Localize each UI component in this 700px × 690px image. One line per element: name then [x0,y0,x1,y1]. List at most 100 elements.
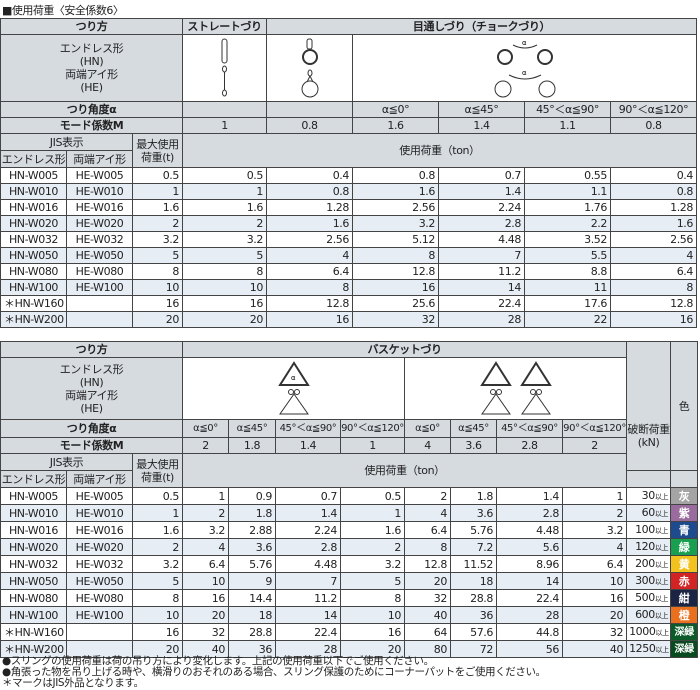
color-swatch: 深緑 [670,623,699,641]
load-value: 6.4 [266,263,353,280]
angle-cell: 90°＜α≦120° [340,419,405,438]
load-value: 3.52 [524,231,611,248]
load-value: 5.76 [228,555,276,573]
load-value: 0.7 [438,167,525,184]
load-value: 40 [561,640,628,658]
load-value: 20 [561,606,628,624]
mode-label: モード係数M [0,117,183,134]
svg-text:α: α [522,69,527,77]
break-value: 30 [641,488,656,502]
load-value: 16 [352,279,439,296]
mode-cell: 1.1 [524,117,611,134]
eye-model: HE-W050 [66,247,133,264]
max-load: 16 [132,623,183,641]
break-value: 1000 [629,624,656,638]
load-value: 8 [266,279,353,296]
load-value: 2 [182,504,229,522]
eye-model [66,623,133,641]
break-load: 200以上 [626,555,672,573]
endless-model: HN-W050 [0,247,67,264]
load-value: 4.48 [496,521,563,539]
load-value: 3.2 [561,521,628,539]
color-swatch: 深緑 [670,640,699,658]
break-value: 100 [635,522,655,536]
section-title: ■使用荷重〈安全係数6〉 [2,4,124,17]
load-value: 5.6 [496,538,563,556]
break-load: 120以上 [626,538,672,556]
endless-model: HN-W020 [0,538,67,556]
choke-two-leg-icon: αα [494,39,555,98]
load-value: 6.4 [610,263,697,280]
color-swatch: 青 [670,521,699,539]
max-load: 2 [132,538,183,556]
color-swatch: 橙 [670,606,699,624]
load-value: 1.6 [340,521,405,539]
mode-cell: 2.8 [496,437,563,454]
endless-model: HN-W032 [0,231,67,248]
eye-model: HE-W032 [66,555,133,573]
max-load: 1.6 [132,521,183,539]
mode-cell: 0.8 [266,117,353,134]
load-value: 16 [182,295,267,312]
color-swatch: 灰 [670,487,699,505]
load-value: 2.56 [352,199,439,216]
eye-model: HE-W016 [66,199,133,216]
max-load: 3.2 [132,231,183,248]
mode-cell: 1 [340,437,405,454]
max-load: 1.6 [132,199,183,216]
color-swatch: 赤 [670,572,699,590]
load-value: 0.7 [275,487,341,505]
load-value: 7.2 [450,538,497,556]
max-load: 1 [132,183,183,200]
mode-cell: 1 [182,117,267,134]
table-row: HN-W020 HE-W020 2 4 3.6 2.8 2 8 7.2 5.6 4 120以上緑 [0,538,699,556]
load-value: 8 [182,263,267,280]
color-swatch: 紫 [670,504,699,522]
load-value: 9 [228,572,276,590]
load-value: 40 [404,606,451,624]
load-value: 1.28 [266,199,353,216]
basket-double-icon [479,360,552,414]
load-label: 使用荷重（ton） [181,453,628,488]
load-value: 1 [182,183,267,200]
load-value: 12.8 [404,555,451,573]
ijo-suffix: 以上 [655,628,669,637]
load-value: 18 [450,572,497,590]
max-load: 2 [132,215,183,232]
max-load: 20 [132,311,183,328]
load-value: 4 [561,538,628,556]
eye-model: HE-W005 [66,487,133,505]
load-value: 3.6 [228,538,276,556]
angle-label: つり角度α [0,419,183,438]
table-row: ＊HN-W160 16 16 12.8 25.6 22.4 17.6 12.8 [0,295,697,312]
type-eye-code: (HE) [80,81,103,94]
table-row: HN-W016 HE-W016 1.6 3.2 2.88 2.24 1.6 6.4 5.76 4.… [0,521,699,539]
angle-cell: α≦45° [228,419,276,438]
load-value: 0.4 [266,167,353,184]
angle-cell: 45°＜α≦90° [275,419,341,438]
load-value: 32 [182,623,229,641]
mode-cell: 1.4 [275,437,341,454]
load-value: 0.8 [352,167,439,184]
type-eye: 両端アイ形 [65,68,118,81]
load-value: 1.28 [610,199,697,216]
load-value: 22.4 [496,589,563,607]
eye-model: HE-W050 [66,572,133,590]
load-value: 28.8 [450,589,497,607]
break-value: 200 [635,556,655,570]
mode-cell: 3.6 [450,437,497,454]
load-value: 28 [275,640,341,658]
type-eye-code: (HE) [80,401,103,415]
max-load: 10 [132,279,183,296]
load-value: 3.2 [182,231,267,248]
table-row: ＊HN-W200 20 20 16 32 28 22 16 [0,311,697,328]
load-value: 22.4 [438,295,525,312]
table-row: HN-W050 HE-W050 5 10 9 7 5 20 18 14 10 300以上赤 [0,572,699,590]
eye-model: HE-W032 [66,231,133,248]
ijo-suffix: 以上 [654,611,669,620]
break-value: 60 [641,505,656,519]
eye-model: HE-W010 [66,183,133,200]
ijo-suffix: 以上 [655,645,669,654]
break-value: 300 [635,573,655,587]
break-load: 1000以上 [626,623,672,641]
